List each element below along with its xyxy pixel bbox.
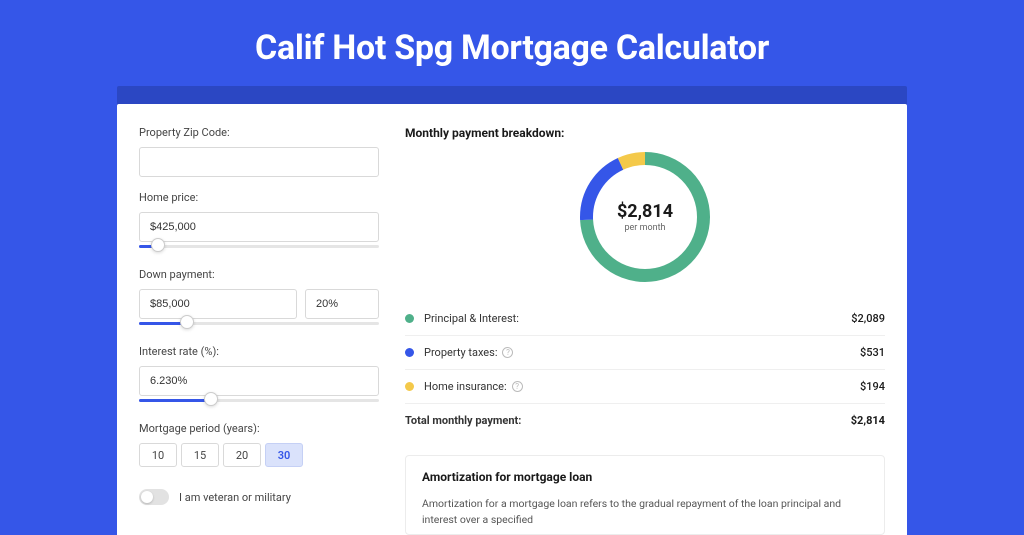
- period-button-20[interactable]: 20: [223, 443, 261, 467]
- down-payment-pct-input[interactable]: [305, 289, 379, 319]
- period-button-10[interactable]: 10: [139, 443, 177, 467]
- row-value: $194: [860, 380, 885, 393]
- slider-thumb[interactable]: [204, 392, 218, 406]
- amortization-section: Amortization for mortgage loan Amortizat…: [405, 455, 885, 535]
- total-value: $2,814: [851, 414, 885, 427]
- down-payment-slider[interactable]: [139, 317, 379, 331]
- color-swatch: [405, 348, 414, 357]
- card-container: Property Zip Code: Home price: Down paym…: [117, 86, 907, 535]
- period-label: Mortgage period (years):: [139, 422, 385, 435]
- row-label: Property taxes:?: [424, 346, 860, 359]
- breakdown-row: Property taxes:?$531: [405, 335, 885, 369]
- breakdown-row: Home insurance:?$194: [405, 369, 885, 403]
- total-row: Total monthly payment: $2,814: [405, 403, 885, 437]
- total-label: Total monthly payment:: [405, 414, 851, 427]
- breakdown-row: Principal & Interest:$2,089: [405, 302, 885, 335]
- donut-amount: $2,814: [617, 201, 673, 222]
- interest-label: Interest rate (%):: [139, 345, 385, 358]
- slider-thumb[interactable]: [180, 315, 194, 329]
- color-swatch: [405, 382, 414, 391]
- breakdown-panel: Monthly payment breakdown: $2,814 per mo…: [385, 104, 907, 535]
- zip-input[interactable]: [139, 147, 379, 177]
- form-panel: Property Zip Code: Home price: Down paym…: [117, 104, 385, 535]
- interest-slider[interactable]: [139, 394, 379, 408]
- interest-input[interactable]: [139, 366, 379, 396]
- down-payment-label: Down payment:: [139, 268, 385, 281]
- veteran-toggle[interactable]: [139, 489, 169, 505]
- period-button-15[interactable]: 15: [181, 443, 219, 467]
- veteran-toggle-label: I am veteran or military: [179, 491, 291, 504]
- row-value: $531: [860, 346, 885, 359]
- home-price-slider[interactable]: [139, 240, 379, 254]
- info-icon[interactable]: ?: [502, 347, 513, 358]
- slider-thumb[interactable]: [151, 238, 165, 252]
- breakdown-heading: Monthly payment breakdown:: [405, 126, 885, 140]
- payment-donut-chart: $2,814 per month: [580, 152, 710, 282]
- period-selector: 10152030: [139, 443, 385, 467]
- info-icon[interactable]: ?: [512, 381, 523, 392]
- row-label: Principal & Interest:: [424, 312, 851, 325]
- amortization-heading: Amortization for mortgage loan: [422, 470, 868, 484]
- down-payment-input[interactable]: [139, 289, 297, 319]
- row-value: $2,089: [851, 312, 885, 325]
- row-label: Home insurance:?: [424, 380, 860, 393]
- period-button-30[interactable]: 30: [265, 443, 303, 467]
- page-title: Calif Hot Spg Mortgage Calculator: [0, 0, 1024, 86]
- home-price-label: Home price:: [139, 191, 385, 204]
- zip-label: Property Zip Code:: [139, 126, 385, 139]
- calculator-card: Property Zip Code: Home price: Down paym…: [117, 104, 907, 535]
- donut-sublabel: per month: [624, 223, 665, 233]
- color-swatch: [405, 314, 414, 323]
- home-price-input[interactable]: [139, 212, 379, 242]
